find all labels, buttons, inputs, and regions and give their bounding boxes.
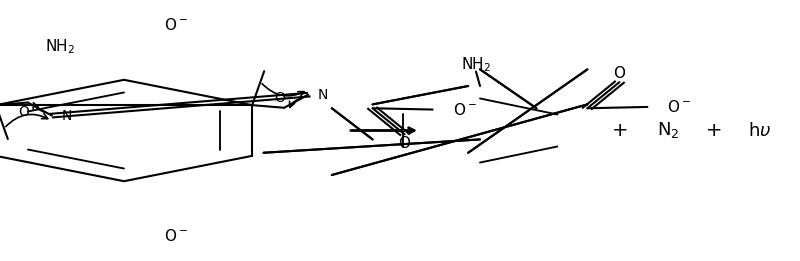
Text: N: N <box>62 109 72 123</box>
Text: O: O <box>274 91 286 105</box>
Text: +: + <box>612 121 628 140</box>
Text: N: N <box>318 88 328 102</box>
Text: NH$_2$: NH$_2$ <box>461 56 491 74</box>
Text: O: O <box>398 136 410 151</box>
Text: N$_2$: N$_2$ <box>657 121 679 140</box>
Text: NH$_2$: NH$_2$ <box>45 38 75 56</box>
Text: +: + <box>706 121 722 140</box>
Text: O$^-$: O$^-$ <box>453 102 477 117</box>
Text: O$^-$: O$^-$ <box>164 228 188 244</box>
Text: O: O <box>18 105 30 119</box>
Text: O$^-$: O$^-$ <box>164 17 188 33</box>
Text: h$\upsilon$: h$\upsilon$ <box>749 122 771 139</box>
Text: O$^-$: O$^-$ <box>667 99 691 115</box>
Text: O: O <box>614 66 626 80</box>
